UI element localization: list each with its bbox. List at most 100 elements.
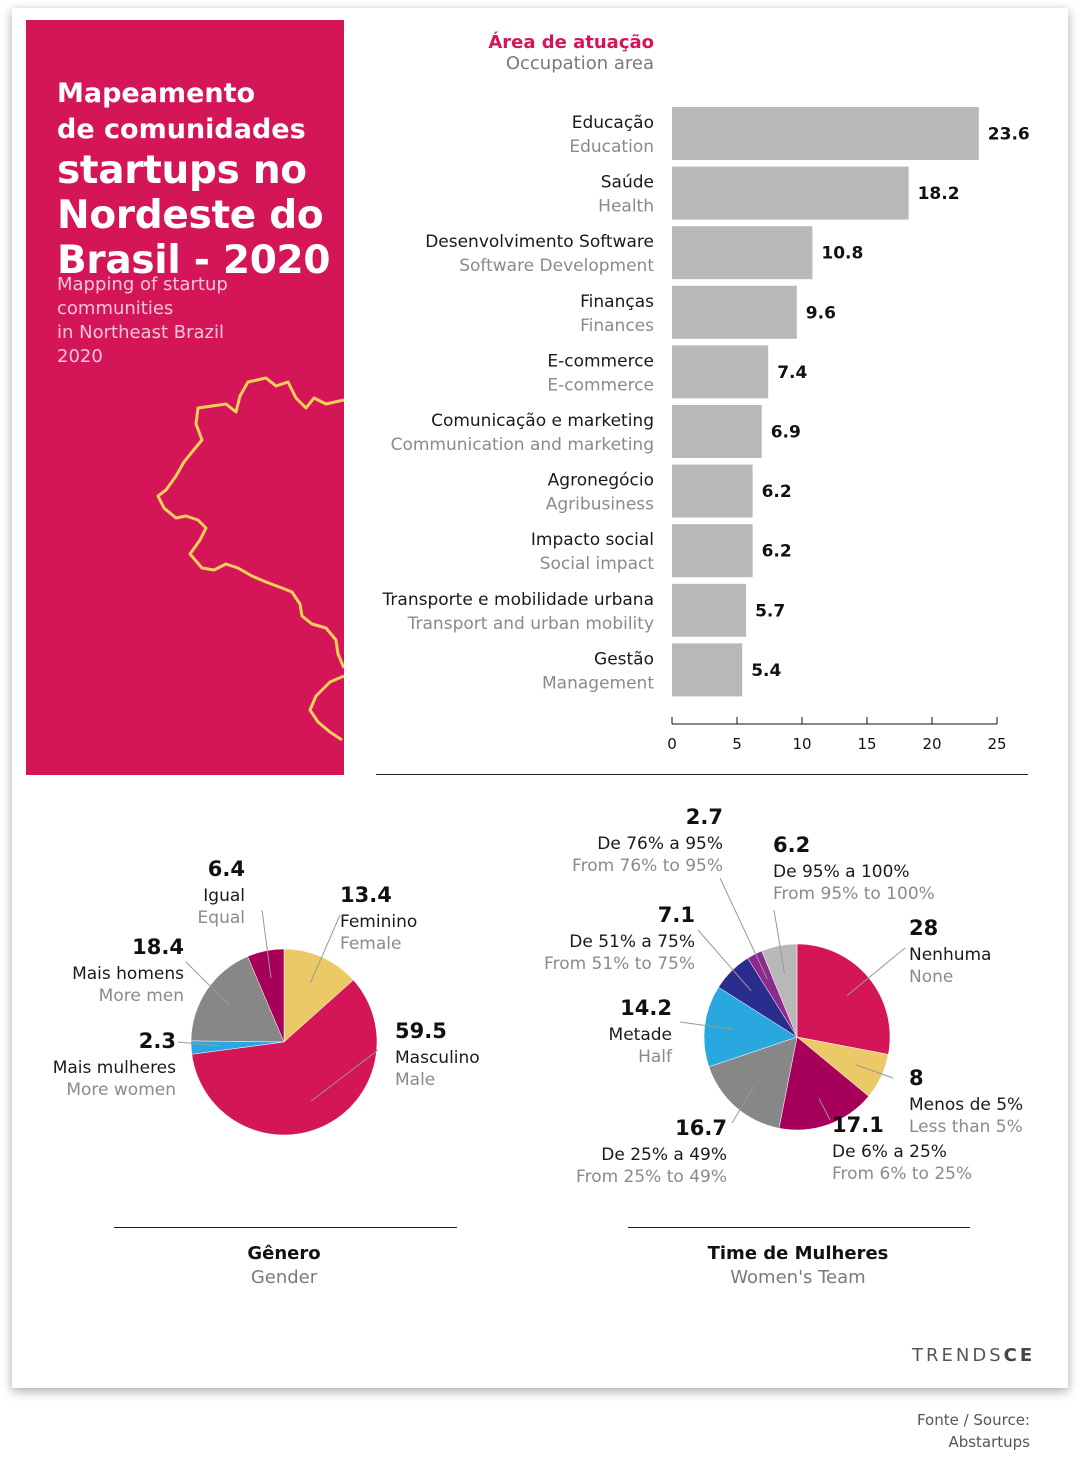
hero-subtitle: Mapping of startup communities in Northe… — [57, 273, 228, 369]
category-label: Saúde — [601, 173, 654, 193]
bar — [672, 166, 909, 220]
slice-value-label: 6.2 — [773, 833, 810, 857]
leader-line — [177, 1041, 220, 1047]
category-label-english: Software Development — [459, 256, 654, 276]
leader-line — [310, 914, 341, 983]
category-label: Desenvolvimento Software — [425, 232, 654, 252]
hero-title-line: startups no — [57, 148, 307, 193]
hero-title-line: de comunidades — [57, 114, 306, 145]
leader-line — [846, 947, 906, 996]
pie-slice — [191, 979, 378, 1136]
occupation-area-bar-chart: 23.6 Educação Education 18.2 Saúde Health 10.8… — [382, 107, 1030, 753]
hero-title-line: Brasil - 2020 — [57, 238, 331, 283]
slice-label-english: From 76% to 95% — [572, 856, 723, 876]
logo-suffix: CE — [1003, 1345, 1036, 1366]
bar-value-label: 6.2 — [762, 482, 792, 502]
slice-value-label: 59.5 — [395, 1019, 447, 1043]
bar-value-label: 5.4 — [751, 661, 781, 681]
x-tick-label: 25 — [987, 735, 1006, 753]
source-value: Abstartups — [948, 1433, 1030, 1451]
x-tick-label: 10 — [792, 735, 811, 753]
category-label-english: Education — [569, 137, 654, 157]
logo-prefix: TRENDS — [912, 1345, 1004, 1366]
category-label-english: Social impact — [540, 554, 655, 574]
slice-value-label: 2.7 — [686, 805, 723, 829]
slice-label-english: Female — [340, 934, 401, 954]
category-label: Comunicação e marketing — [431, 411, 654, 431]
bar-value-label: 18.2 — [918, 184, 960, 204]
slice-value-label: 18.4 — [132, 935, 184, 959]
category-label: Agronegócio — [548, 471, 654, 491]
bar-value-label: 9.6 — [806, 303, 836, 323]
slice-label-english: Less than 5% — [909, 1117, 1023, 1137]
bar — [672, 285, 797, 339]
hero-title-line: Mapeamento — [57, 78, 256, 109]
bar-value-label: 6.9 — [771, 423, 801, 443]
pie-slice — [190, 956, 285, 1043]
gender-divider — [114, 1227, 457, 1228]
category-label: Transporte e mobilidade urbana — [382, 590, 654, 610]
category-label-english: Agribusiness — [546, 495, 654, 515]
pie-slice — [708, 1036, 798, 1129]
bar — [672, 226, 813, 280]
slice-label: Igual — [203, 886, 245, 906]
slice-label-english: Half — [638, 1047, 673, 1067]
slice-value-label: 28 — [909, 916, 938, 940]
bar-value-label: 23.6 — [988, 125, 1030, 145]
slice-label: Feminino — [340, 912, 417, 932]
bar — [672, 464, 753, 518]
womens-team-title: Time de Mulheres — [707, 1243, 889, 1264]
leader-line — [731, 1085, 755, 1124]
slice-label-english: From 95% to 100% — [773, 884, 935, 904]
slice-label: Metade — [609, 1025, 672, 1045]
gender-subtitle: Gender — [250, 1267, 318, 1288]
slice-label: De 95% a 100% — [773, 862, 910, 882]
slice-label: Menos de 5% — [909, 1095, 1023, 1115]
bar-value-label: 6.2 — [762, 542, 792, 562]
gender-caption: Gênero Gender — [114, 1243, 454, 1288]
bar-chart-title-block: Área de atuação Occupation area — [488, 32, 654, 74]
slice-label-english: More men — [99, 986, 184, 1006]
leader-line — [818, 1098, 831, 1121]
slice-value-label: 13.4 — [340, 883, 392, 907]
slice-value-label: 6.4 — [208, 857, 245, 881]
bar — [672, 107, 979, 160]
leader-line — [185, 961, 231, 1007]
category-label-english: Transport and urban mobility — [407, 614, 654, 634]
bar — [672, 643, 743, 697]
slice-label: Masculino — [395, 1048, 480, 1068]
category-label-english: Health — [598, 197, 654, 217]
slice-label: De 76% a 95% — [597, 834, 723, 854]
section-divider — [376, 774, 1028, 775]
x-tick-label: 15 — [857, 735, 876, 753]
category-label: Educação — [572, 113, 654, 133]
x-tick-label: 0 — [667, 735, 677, 753]
slice-label-english: More women — [66, 1080, 176, 1100]
leader-line — [679, 1021, 733, 1030]
slice-label-english: Male — [395, 1070, 435, 1090]
slice-label: Mais homens — [72, 964, 184, 984]
hero-panel: Mapeamento de comunidades startups no No… — [26, 20, 344, 775]
slice-value-label: 17.1 — [832, 1113, 884, 1137]
slice-value-label: 16.7 — [675, 1116, 727, 1140]
x-tick-label: 20 — [922, 735, 941, 753]
trendsce-logo: TRENDSCE — [912, 1345, 1035, 1366]
bar-value-label: 10.8 — [821, 244, 863, 264]
womens-team-caption: Time de Mulheres Women's Team — [628, 1243, 968, 1288]
category-label: Finanças — [580, 292, 654, 312]
category-label: Gestão — [594, 649, 654, 669]
slice-label-english: Equal — [198, 908, 245, 928]
category-label: E-commerce — [547, 351, 654, 371]
slice-label: Nenhuma — [909, 945, 991, 965]
hero-subtitle-line: 2020 — [57, 346, 103, 367]
bar-value-label: 5.7 — [755, 601, 785, 621]
hero-subtitle-line: communities — [57, 298, 174, 319]
slice-label: De 25% a 49% — [601, 1145, 727, 1165]
bar-chart-subtitle: Occupation area — [505, 53, 654, 74]
slice-value-label: 7.1 — [658, 903, 695, 927]
x-tick-label: 5 — [732, 735, 742, 753]
pie-slice — [796, 943, 891, 1055]
bar — [672, 583, 747, 637]
leader-line — [855, 1064, 894, 1079]
